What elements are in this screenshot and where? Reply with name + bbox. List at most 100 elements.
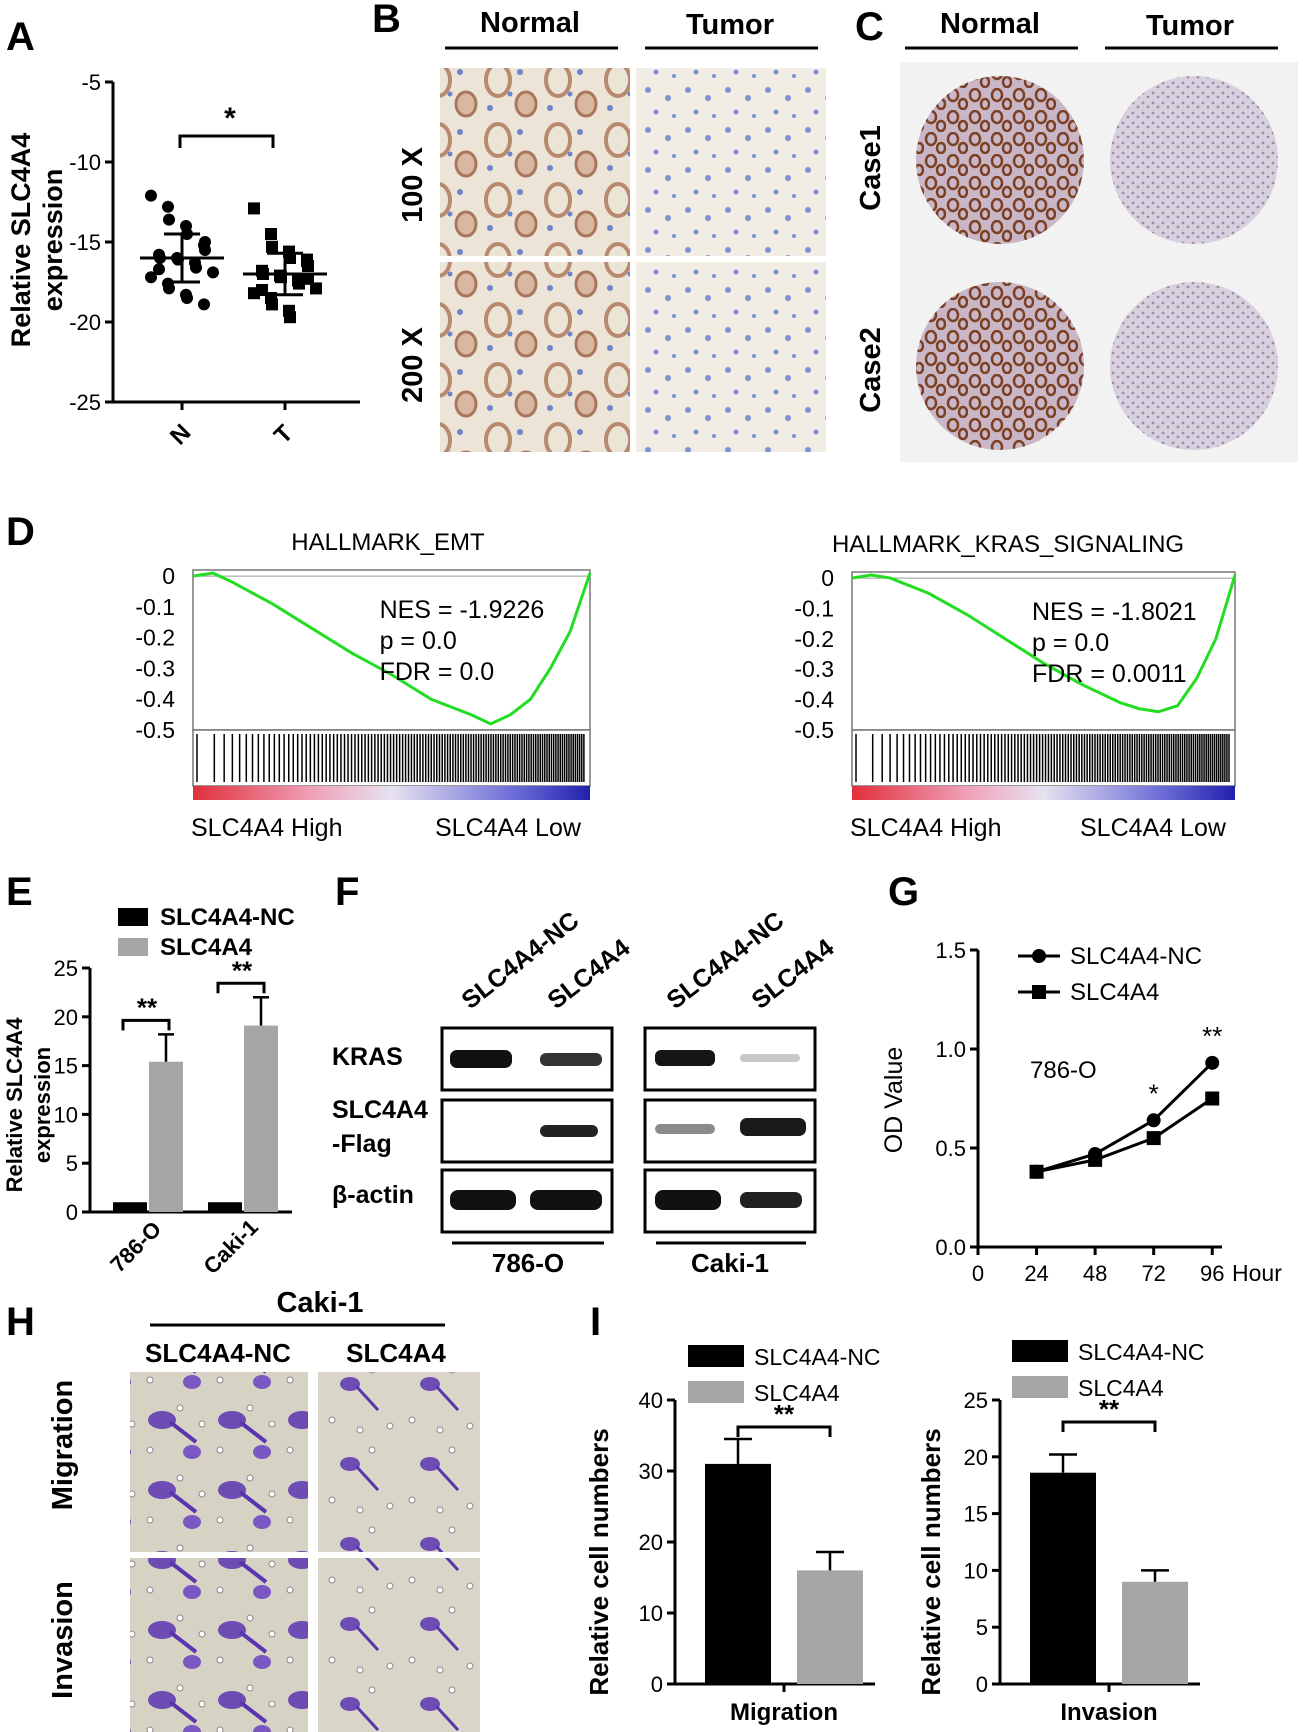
d-x-label-high: SLC4A4 High <box>850 814 1001 842</box>
e-y-tick-label: 0 <box>66 1200 78 1225</box>
wb-row-label-kras: KRAS <box>332 1043 403 1071</box>
a-point-tumor <box>302 272 314 285</box>
panel-letter-f: F <box>335 870 359 914</box>
a-point-tumor <box>284 252 296 264</box>
panel-c-row-case1: Case1 <box>855 125 887 210</box>
d-y-tick-label: 0 <box>162 563 175 589</box>
ihc-image-tumor-200x <box>636 262 826 452</box>
e-y-label-line2: expression <box>30 1047 55 1163</box>
e-bar-nc <box>113 1202 147 1212</box>
g-legend-marker-slc4a4 <box>1032 985 1046 999</box>
panel-h-title: Caki-1 <box>276 1287 363 1319</box>
a-significance-bracket <box>178 134 275 148</box>
i-y-tick-label: 0 <box>976 1672 988 1697</box>
i-bar-slc4a4 <box>797 1570 863 1684</box>
panel-letter-b: B <box>372 0 401 41</box>
g-y-tick-label: 1.5 <box>935 938 966 963</box>
i-y-tick-label: 30 <box>639 1459 663 1484</box>
i-legend-label-nc: SLC4A4-NC <box>1078 1339 1205 1365</box>
g-line-nc <box>1036 1061 1214 1174</box>
d-stat-label: NES = -1.9226 <box>380 596 545 624</box>
panel-c-row-case2: Case2 <box>855 327 887 412</box>
a-point-tumor <box>310 282 322 295</box>
a-point-tumor <box>248 202 260 215</box>
i-y-tick-label: 40 <box>639 1388 663 1413</box>
panel-h-col-slc4a4: SLC4A4 <box>346 1338 446 1368</box>
i-legend-label-slc4a4: SLC4A4 <box>1078 1375 1164 1401</box>
i-x-tick-label: Migration <box>730 1699 838 1726</box>
e-x-tick-label: 786-O <box>105 1216 166 1277</box>
e-significance-bracket <box>216 981 266 994</box>
i-bar-nc <box>705 1463 771 1684</box>
e-y-tick-label: 20 <box>54 1005 78 1030</box>
d-y-tick-label: 0 <box>821 565 834 591</box>
e-legend-swatch-slc4a4 <box>118 938 148 956</box>
wb-band-kras-786o-slc4a4 <box>540 1053 602 1066</box>
a-y-tick-label: -20 <box>69 310 101 335</box>
wb-band-actin-caki-nc <box>655 1190 721 1210</box>
tma-core-normal-case2 <box>916 282 1084 450</box>
e-legend-label-slc4a4: SLC4A4 <box>160 934 253 961</box>
a-point-normal <box>190 261 202 274</box>
panel-a-scatter: -5 -10 -15 -20 -25 Relative SLC4A4 expression N… <box>6 70 360 450</box>
wb-box-flag-caki <box>643 1098 817 1164</box>
a-point-normal <box>181 292 193 304</box>
ihc-image-normal-200x <box>440 262 630 452</box>
a-point-normal <box>207 266 219 279</box>
a-y-tick-label: -10 <box>69 150 101 175</box>
panel-b-header-normal: Normal <box>480 7 580 39</box>
d-y-tick-label: -0.2 <box>135 625 175 651</box>
panel-b-row-200x: 200 X <box>397 326 429 402</box>
g-legend-label-slc4a4: SLC4A4 <box>1070 979 1159 1006</box>
i-legend-swatch-nc <box>1012 1340 1068 1362</box>
panel-f-western-blot: SLC4A4-NC SLC4A4 SLC4A4-NC SLC4A4 KRAS S… <box>332 906 839 1278</box>
a-y-tick-label: -5 <box>81 70 101 95</box>
e-y-tick-label: 25 <box>54 956 78 981</box>
i-bar-slc4a4 <box>1122 1581 1188 1684</box>
i-y-tick-label: 10 <box>964 1558 988 1583</box>
d-y-tick-label: -0.3 <box>794 656 834 682</box>
a-point-tumor <box>301 253 313 266</box>
panel-b-header-tumor: Tumor <box>686 9 774 41</box>
i-legend-swatch-slc4a4 <box>1012 1376 1068 1398</box>
d-stat-label: FDR = 0.0011 <box>1032 660 1186 688</box>
ihc-image-normal-100x <box>440 68 630 256</box>
transwell-image-invasion-nc <box>130 1558 308 1732</box>
d-title: HALLMARK_KRAS_SIGNALING <box>832 531 1184 558</box>
i-y-tick-label: 20 <box>964 1445 988 1470</box>
g-point-slc4a4 <box>1205 1091 1220 1106</box>
panel-e-bar-chart: 0 5 10 15 20 25 Relative SLC4A4 expression SLC4A… <box>2 904 295 1279</box>
i-significance-label: ** <box>774 1399 795 1429</box>
e-y-label-line1: Relative SLC4A4 <box>2 1017 27 1193</box>
d-y-tick-label: -0.1 <box>135 594 175 620</box>
d-y-tick-label: -0.5 <box>135 717 175 743</box>
i-legend-swatch-nc <box>688 1345 744 1367</box>
i-y-label: Relative cell numbers <box>916 1428 946 1695</box>
panel-c-header-tumor: Tumor <box>1146 10 1234 42</box>
a-point-tumor <box>266 298 278 311</box>
wb-band-kras-caki-slc4a4 <box>740 1054 800 1062</box>
panel-h-row-invasion: Invasion <box>47 1581 79 1699</box>
d-rank-bar <box>852 786 1235 800</box>
a-point-normal <box>199 236 211 248</box>
a-y-label-line2: expression <box>38 169 68 312</box>
d-y-tick-label: -0.4 <box>794 687 834 713</box>
i-legend-label-slc4a4: SLC4A4 <box>754 1380 840 1406</box>
g-significance-label: ** <box>1202 1021 1222 1051</box>
g-point-nc <box>1146 1113 1161 1128</box>
a-point-normal <box>198 298 210 311</box>
e-bar-nc <box>208 1202 242 1212</box>
a-point-normal <box>162 200 174 213</box>
i-significance-bracket <box>736 1425 832 1437</box>
transwell-image-migration-nc <box>130 1372 308 1552</box>
i-y-label: Relative cell numbers <box>584 1428 614 1695</box>
e-y-tick-label: 5 <box>66 1151 78 1176</box>
e-significance-bracket <box>121 1018 171 1031</box>
g-y-tick-label: 0.0 <box>935 1235 966 1260</box>
g-point-slc4a4 <box>1088 1152 1103 1167</box>
g-x-tick-label: 96 <box>1200 1261 1224 1286</box>
a-y-tick-label: -25 <box>69 390 101 415</box>
tma-core-tumor-case2 <box>1110 282 1278 450</box>
panel-letter-g: G <box>888 870 919 914</box>
